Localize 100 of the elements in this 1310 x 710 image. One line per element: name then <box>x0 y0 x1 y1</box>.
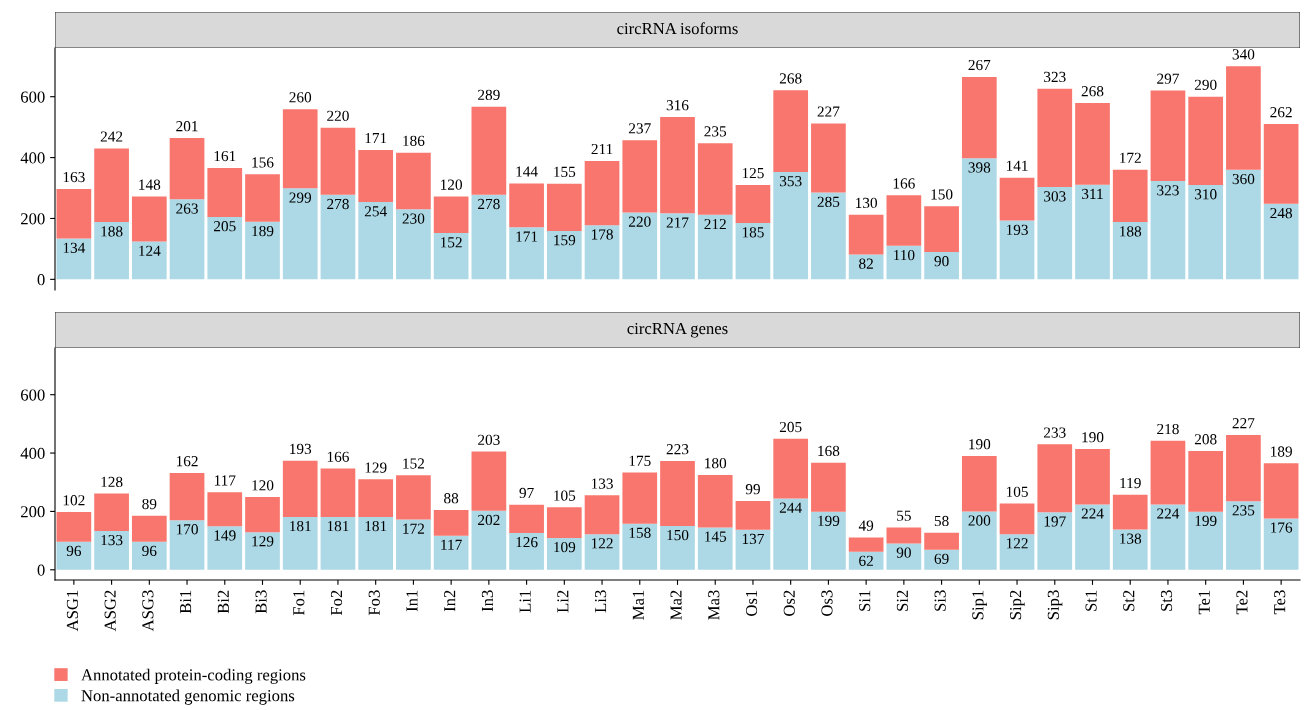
bar <box>1263 463 1299 519</box>
data-label: 248 <box>1270 207 1293 219</box>
data-label: 278 <box>327 198 349 210</box>
data-label: 303 <box>1044 191 1066 202</box>
data-label: 202 <box>478 514 500 526</box>
bar <box>660 526 695 570</box>
data-label: 267 <box>968 59 991 71</box>
data-label: 129 <box>252 536 274 547</box>
data-label: 175 <box>629 455 651 466</box>
bar <box>811 192 846 280</box>
bar <box>1188 184 1224 280</box>
x-tick-label: Sip3 <box>1047 590 1063 620</box>
data-label: 138 <box>1120 533 1142 544</box>
bar <box>1037 187 1073 280</box>
bar <box>924 251 959 280</box>
x-tick-label: Ma3 <box>708 590 720 620</box>
data-label: 125 <box>742 167 764 179</box>
bar <box>773 171 809 280</box>
data-label: 97 <box>519 487 534 499</box>
x-tick-label: Bi3 <box>255 590 267 614</box>
bar <box>697 474 733 528</box>
x-tick-label: Te2 <box>1236 590 1248 615</box>
data-label: 172 <box>403 523 425 534</box>
bar <box>56 512 92 542</box>
bar <box>546 507 582 538</box>
data-label: 102 <box>63 495 85 506</box>
bar <box>622 523 658 570</box>
x-tick-label: Si2 <box>896 590 909 611</box>
x-tick-label: Li3 <box>595 590 607 613</box>
bar <box>56 188 92 239</box>
data-label: 124 <box>139 245 161 256</box>
data-label: 96 <box>66 545 82 557</box>
bar <box>1263 124 1299 204</box>
data-label: 211 <box>591 143 613 155</box>
data-label: 55 <box>897 510 911 521</box>
bar <box>735 529 771 570</box>
data-label: 88 <box>444 493 459 504</box>
data-label: 150 <box>931 189 953 200</box>
data-label: 190 <box>969 439 991 450</box>
bar <box>886 195 922 246</box>
bar <box>245 532 280 570</box>
data-label: 360 <box>1232 173 1255 185</box>
x-tick-label: Te1 <box>1198 590 1210 615</box>
bar <box>358 479 394 517</box>
y-tick-label: 600 <box>20 91 45 103</box>
data-label: 230 <box>402 213 425 224</box>
data-label: 133 <box>591 478 613 489</box>
x-tick-label: In2 <box>444 590 456 612</box>
bar <box>773 498 809 570</box>
data-label: 172 <box>1120 152 1141 163</box>
data-label: 185 <box>742 227 764 238</box>
bar <box>94 148 129 223</box>
data-label: 323 <box>1157 185 1179 196</box>
data-label: 218 <box>1157 423 1179 435</box>
data-label: 128 <box>101 476 123 488</box>
data-label: 189 <box>1271 446 1292 457</box>
bar <box>924 549 959 570</box>
legend-label: Annotated protein-coding regions <box>81 668 306 684</box>
bar <box>999 503 1035 535</box>
data-label: 137 <box>742 533 764 545</box>
data-label: 299 <box>289 192 312 203</box>
data-label: 205 <box>213 221 236 232</box>
bar <box>924 532 959 550</box>
bar <box>207 167 243 217</box>
bar <box>811 462 846 512</box>
bar <box>1263 518 1299 570</box>
bar <box>282 109 318 189</box>
bar <box>1150 90 1186 182</box>
data-label: 152 <box>441 237 462 248</box>
data-label: 161 <box>214 150 236 162</box>
bar <box>358 202 394 280</box>
data-label: 133 <box>101 534 123 546</box>
data-label: 223 <box>666 444 689 455</box>
data-label: 186 <box>403 135 425 146</box>
data-label: 263 <box>176 203 198 214</box>
bar <box>433 535 469 570</box>
data-label: 181 <box>365 520 387 532</box>
x-tick-label: St2 <box>1123 590 1135 611</box>
bar <box>1150 440 1186 505</box>
bar <box>245 497 280 533</box>
data-label: 197 <box>1044 516 1066 527</box>
bar <box>999 534 1035 570</box>
data-label: 233 <box>1043 427 1066 438</box>
data-label: 188 <box>101 226 123 237</box>
bar <box>622 140 658 213</box>
bar <box>811 511 846 570</box>
data-label: 110 <box>894 249 915 261</box>
bar <box>94 530 129 570</box>
data-label: 69 <box>934 553 949 564</box>
bar <box>1075 184 1110 280</box>
bar <box>131 241 167 280</box>
bar <box>1112 222 1148 280</box>
bar <box>1037 512 1073 570</box>
data-label: 189 <box>252 225 274 237</box>
bar <box>886 527 922 544</box>
data-label: 268 <box>1081 86 1104 97</box>
y-tick-label: 400 <box>20 447 45 459</box>
data-label: 155 <box>554 166 576 178</box>
x-tick-label: Os1 <box>745 590 758 616</box>
data-label: 224 <box>1081 508 1104 519</box>
